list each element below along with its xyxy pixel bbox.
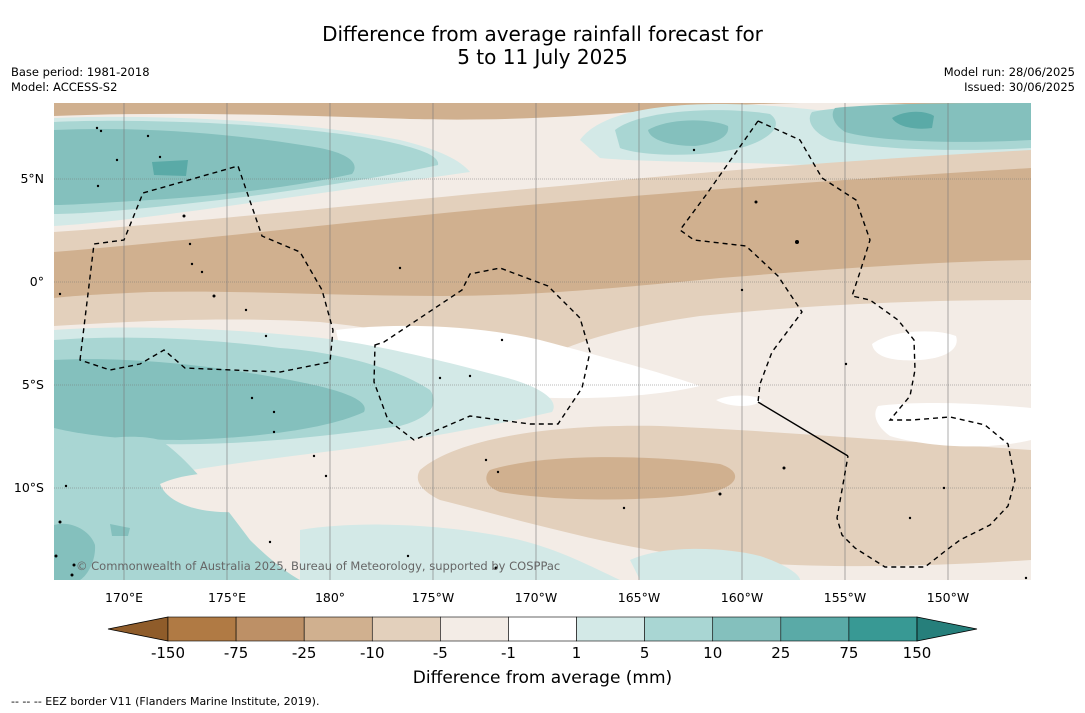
- islands: [54, 126, 1028, 580]
- colorbar-tick-label: -5: [433, 644, 448, 662]
- model-name: Model: ACCESS-S2: [11, 80, 118, 94]
- lat-label-5s: 5°S: [22, 377, 44, 392]
- copyright-notice: © Commonwealth of Australia 2025, Bureau…: [76, 559, 560, 573]
- southern-wet-lower-right: [630, 548, 800, 580]
- colorbar-tick-label: 150: [903, 644, 932, 662]
- northeast-wet-core-left: [648, 120, 729, 146]
- lon-label-175e: 175°E: [208, 590, 246, 605]
- colorbar-segment: [644, 616, 714, 642]
- colorbar-ticks: -150 -75 -25 -10 -5 -1 1 5 10 25 75 150: [151, 644, 931, 662]
- colorbar-segment: [712, 616, 782, 642]
- southern-dry-core: [486, 457, 736, 500]
- colorbar-segment: [780, 616, 850, 642]
- top-dry-band: [54, 103, 1031, 120]
- colorbar-tick-label: 75: [839, 644, 858, 662]
- colorbar-segments: [167, 616, 918, 642]
- title-line-1: Difference from average rainfall forecas…: [322, 22, 763, 46]
- colorbar-tick-label: -10: [360, 644, 385, 662]
- colorbar-segment: [235, 616, 305, 642]
- title-line-2: 5 to 11 July 2025: [457, 45, 628, 69]
- colorbar-arrow-high: [916, 616, 978, 642]
- colorbar-segment: [848, 616, 918, 642]
- lat-label-0: 0°: [30, 274, 44, 289]
- base-period: Base period: 1981-2018: [11, 65, 150, 79]
- colorbar-tick-label: 25: [771, 644, 790, 662]
- lon-label-165w: 165°W: [618, 590, 660, 605]
- colorbar-segment: [371, 616, 441, 642]
- colorbar-segment: [440, 616, 509, 642]
- lon-label-170e: 170°E: [105, 590, 143, 605]
- issued-date: Issued: 30/06/2025: [964, 80, 1075, 94]
- lat-label-5n: 5°N: [20, 171, 44, 186]
- rainfall-anomaly-field: [54, 103, 1031, 580]
- eez-borders: [79, 120, 1016, 568]
- colorbar-segment: [167, 616, 237, 642]
- right-metadata: Model run: 28/06/2025 Issued: 30/06/2025: [944, 65, 1075, 95]
- southern-dry-pocket-left: [160, 472, 279, 513]
- southern-wet-outer: [300, 524, 620, 580]
- colorbar-segment: [303, 616, 373, 642]
- colorbar-tick-label: 1: [572, 644, 582, 662]
- colorbar-title: Difference from average (mm): [412, 668, 673, 688]
- colorbar-segment: [576, 616, 645, 642]
- southwest-wet-lower-core: [54, 523, 96, 580]
- longitude-labels: 170°E 175°E 180° 175°W 170°W 165°W 160°W…: [105, 590, 969, 605]
- southwest-wet-spot: [110, 524, 130, 536]
- neutral-pocket-eastern-small: [716, 395, 762, 406]
- model-run: Model run: 28/06/2025: [943, 65, 1075, 79]
- lon-label-180: 180°: [315, 590, 345, 605]
- eez-legend-note: -- -- -- EEZ border V11 (Flanders Marine…: [11, 695, 320, 708]
- colorbar-arrow-low: [107, 616, 169, 642]
- colorbar-tick-label: 5: [640, 644, 650, 662]
- colorbar-segment: [508, 616, 577, 642]
- lon-label-175w: 175°W: [412, 590, 454, 605]
- northeast-wet-spot: [892, 111, 934, 129]
- equatorial-dry-core: [54, 168, 1031, 298]
- colorbar-tick-label: -75: [224, 644, 249, 662]
- lon-label-170w: 170°W: [515, 590, 557, 605]
- graticule: [54, 103, 1031, 580]
- lat-label-10s: 10°S: [14, 480, 44, 495]
- colorbar: -150 -75 -25 -10 -5 -1 1 5 10 25 75 150: [107, 616, 978, 662]
- colorbar-tick-label: -150: [151, 644, 185, 662]
- northwest-wet-spot: [152, 160, 188, 176]
- lon-label-155w: 155°W: [824, 590, 866, 605]
- colorbar-tick-label: 10: [703, 644, 722, 662]
- northwest-wet-core: [54, 128, 355, 205]
- neutral-pocket-southeast: [875, 402, 1031, 447]
- colorbar-tick-label: -25: [292, 644, 317, 662]
- lon-label-150w: 150°W: [927, 590, 969, 605]
- colorbar-tick-label: -1: [501, 644, 516, 662]
- southwest-wet-core: [54, 359, 365, 440]
- left-metadata: Base period: 1981-2018 Model: ACCESS-S2: [11, 65, 150, 95]
- lon-label-160w: 160°W: [721, 590, 763, 605]
- southwest-wet-lower: [54, 436, 300, 580]
